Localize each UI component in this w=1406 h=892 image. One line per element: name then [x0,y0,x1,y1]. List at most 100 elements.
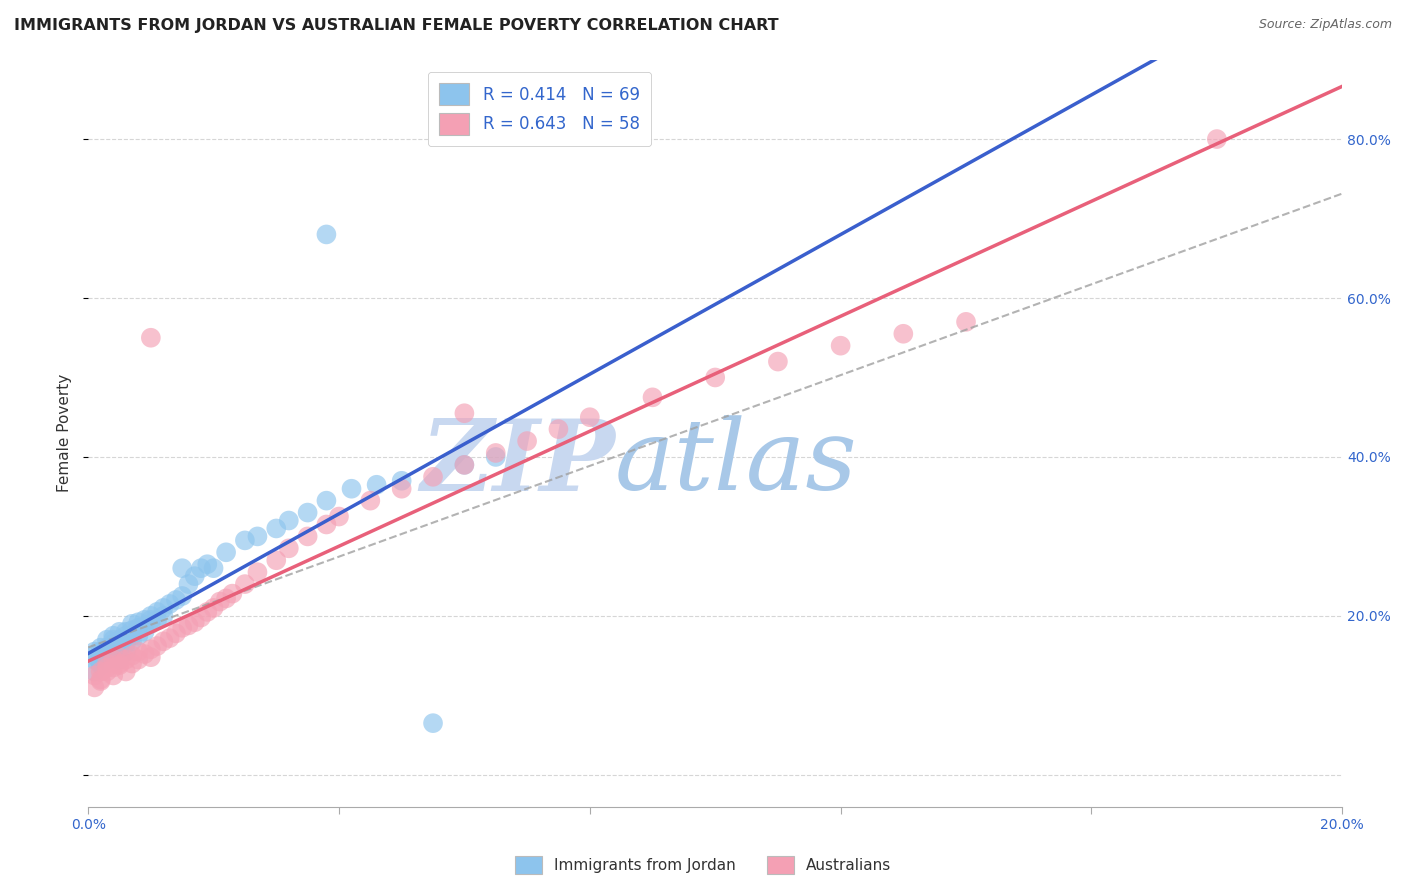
Point [139,642,162,657]
Point [215,545,238,559]
Text: IMMIGRANTS FROM JORDAN VS AUSTRALIAN FEMALE POVERTY CORRELATION CHART: IMMIGRANTS FROM JORDAN VS AUSTRALIAN FEM… [14,18,779,33]
Point [485,446,508,460]
Point [139,616,162,631]
Point [114,665,136,679]
Point [146,613,169,627]
Point [177,618,200,632]
Point [152,608,174,623]
Point [422,716,444,731]
Point [159,631,181,645]
Point [202,561,225,575]
Point [134,647,156,661]
Point [146,639,169,653]
Text: atlas: atlas [614,416,858,510]
Point [90,673,112,687]
Point [172,589,194,603]
Point [152,601,174,615]
Point [127,645,149,659]
Legend: R = 0.414   N = 69, R = 0.643   N = 58: R = 0.414 N = 69, R = 0.643 N = 58 [427,71,651,146]
Point [453,458,475,472]
Point [215,591,238,606]
Point [103,629,125,643]
Point [121,648,143,663]
Point [108,652,131,666]
Point [891,326,914,341]
Point [103,652,125,666]
Point [233,533,256,548]
Point [165,593,187,607]
Point [83,645,105,659]
Point [315,517,337,532]
Point [233,577,256,591]
Point [90,657,112,671]
Point [208,594,231,608]
Point [96,640,118,655]
Point [340,482,363,496]
Point [704,370,727,384]
Point [90,650,112,665]
Point [108,657,131,671]
Point [96,642,118,657]
Point [277,514,299,528]
Point [391,474,413,488]
Point [955,315,977,329]
Point [315,227,337,242]
Y-axis label: Female Poverty: Female Poverty [58,374,72,492]
Point [391,482,413,496]
Point [184,569,207,583]
Point [108,640,131,655]
Point [830,339,852,353]
Point [277,541,299,556]
Point [108,637,131,651]
Point [108,632,131,647]
Point [96,660,118,674]
Point [121,616,143,631]
Point [297,529,319,543]
Point [221,586,243,600]
Point [246,529,269,543]
Point [83,681,105,695]
Point [315,493,337,508]
Point [96,652,118,666]
Point [165,626,187,640]
Point [547,422,569,436]
Point [366,477,388,491]
Point [127,629,149,643]
Point [202,601,225,615]
Point [103,640,125,655]
Point [127,652,149,666]
Point [139,613,162,627]
Point [127,615,149,630]
Point [114,645,136,659]
Point [96,657,118,671]
Point [96,665,118,679]
Point [121,623,143,637]
Point [246,565,269,579]
Point [264,521,287,535]
Point [485,450,508,464]
Point [641,390,664,404]
Point [184,615,207,630]
Point [103,632,125,647]
Legend: Immigrants from Jordan, Australians: Immigrants from Jordan, Australians [509,850,897,880]
Point [96,645,118,659]
Point [90,645,112,659]
Point [134,618,156,632]
Point [90,658,112,673]
Point [766,354,789,368]
Point [134,613,156,627]
Point [83,665,105,679]
Point [297,506,319,520]
Point [96,648,118,663]
Point [121,657,143,671]
Point [172,561,194,575]
Point [108,650,131,665]
Point [108,658,131,673]
Point [195,558,218,572]
Point [103,668,125,682]
Point [578,410,600,425]
Point [139,650,162,665]
Point [103,660,125,674]
Point [159,597,181,611]
Point [90,673,112,688]
